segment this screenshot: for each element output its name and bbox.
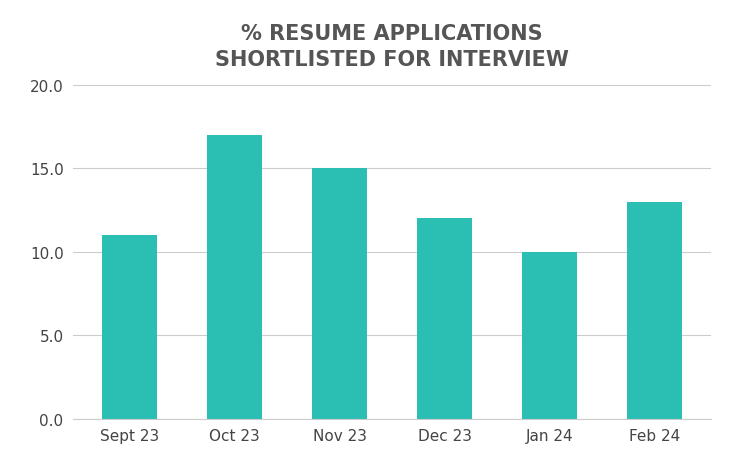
Bar [523,252,577,419]
Bar [627,202,682,419]
Bar [312,169,367,419]
Bar [417,219,472,419]
Bar [207,136,262,419]
Title: % RESUME APPLICATIONS
SHORTLISTED FOR INTERVIEW: % RESUME APPLICATIONS SHORTLISTED FOR IN… [216,24,569,70]
Bar [103,236,157,419]
